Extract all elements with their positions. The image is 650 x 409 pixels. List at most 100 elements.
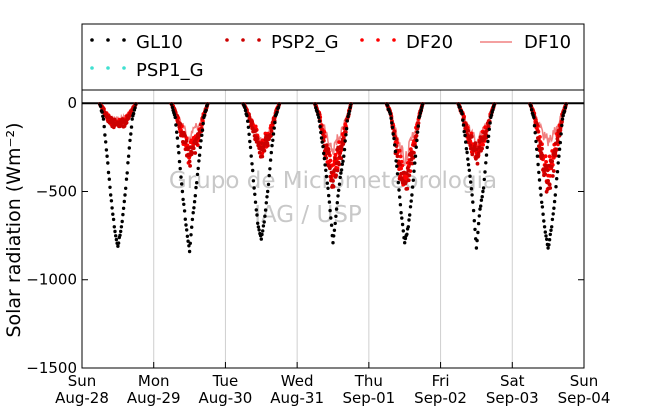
data-point <box>491 105 496 109</box>
data-point <box>536 162 540 167</box>
data-point <box>314 106 318 110</box>
data-point <box>558 140 562 145</box>
data-point <box>329 216 333 220</box>
data-point <box>555 147 559 152</box>
data-point <box>322 151 326 156</box>
data-point <box>180 182 184 186</box>
data-point <box>461 118 465 122</box>
legend: GL10 PSP2_G DF20 DF10 PSP1_G <box>90 32 571 81</box>
data-point <box>322 156 327 161</box>
data-point <box>339 171 343 175</box>
data-point <box>250 119 255 124</box>
data-point <box>187 159 192 164</box>
data-point <box>556 161 560 165</box>
data-point <box>254 208 258 212</box>
data-point <box>481 189 485 194</box>
data-point <box>174 123 178 127</box>
data-point <box>184 223 188 227</box>
legend-box <box>81 23 585 91</box>
data-point <box>191 146 196 151</box>
data-point <box>253 192 257 196</box>
data-point <box>188 164 193 168</box>
data-point <box>414 133 419 138</box>
data-point <box>413 154 418 158</box>
data-point <box>257 150 262 155</box>
data-point <box>414 145 418 149</box>
data-point <box>317 119 322 123</box>
data-point <box>544 165 548 170</box>
data-point <box>337 182 342 186</box>
data-point <box>340 162 344 166</box>
data-point <box>262 220 266 224</box>
data-point <box>476 221 481 226</box>
data-point <box>481 186 486 190</box>
data-point <box>246 119 250 123</box>
data-point <box>259 237 263 241</box>
data-point <box>106 170 111 175</box>
x-tick-day-label: Sat <box>500 372 525 390</box>
data-point <box>248 139 252 144</box>
data-point <box>415 138 419 143</box>
data-point <box>468 174 472 178</box>
data-point <box>327 193 331 198</box>
legend-entry-df10: DF10 <box>480 32 571 53</box>
data-point <box>464 140 468 144</box>
data-point <box>119 229 123 234</box>
data-point <box>107 177 112 181</box>
data-point <box>416 121 421 125</box>
data-point <box>547 154 552 159</box>
data-point <box>349 102 353 106</box>
data-point <box>398 163 402 167</box>
data-point <box>550 217 555 222</box>
data-point <box>256 225 261 229</box>
data-point <box>344 133 348 137</box>
grid-lines <box>153 90 513 368</box>
data-point <box>403 180 408 185</box>
data-point <box>263 208 268 212</box>
data-point <box>549 228 553 232</box>
data-point <box>129 125 134 129</box>
data-point <box>108 185 112 189</box>
data-point <box>270 143 274 148</box>
data-point <box>178 166 182 171</box>
data-point <box>255 213 259 217</box>
data-point <box>346 114 350 119</box>
data-point <box>334 207 339 211</box>
data-point <box>273 120 277 125</box>
data-point <box>413 161 417 165</box>
data-point <box>253 128 258 133</box>
data-point <box>390 125 395 130</box>
data-point <box>185 228 189 232</box>
data-point <box>551 169 556 173</box>
data-point <box>482 177 486 182</box>
x-tick-day-label: Sun <box>68 372 97 390</box>
data-point <box>547 238 552 242</box>
data-point <box>269 133 273 138</box>
data-point <box>542 219 546 223</box>
data-point <box>189 233 193 237</box>
data-point <box>542 225 547 229</box>
data-point <box>328 174 333 179</box>
data-point <box>486 139 490 144</box>
y-tick-label: −1000 <box>26 271 77 289</box>
data-point <box>461 123 466 127</box>
data-point <box>202 113 207 118</box>
legend-dot-marker <box>122 38 126 42</box>
data-point <box>338 150 343 155</box>
data-point <box>204 108 208 112</box>
legend-dot-marker <box>106 66 110 70</box>
data-point <box>317 115 321 120</box>
data-point <box>473 141 478 146</box>
data-point <box>251 168 255 173</box>
data-point <box>176 144 180 148</box>
data-point <box>489 113 494 117</box>
data-point <box>471 200 475 204</box>
data-point <box>332 234 336 238</box>
data-point <box>187 244 191 248</box>
data-point <box>264 134 269 138</box>
data-point <box>474 246 479 250</box>
data-point <box>403 236 408 241</box>
data-point <box>547 182 552 187</box>
data-point <box>196 166 200 171</box>
data-point <box>193 151 198 155</box>
